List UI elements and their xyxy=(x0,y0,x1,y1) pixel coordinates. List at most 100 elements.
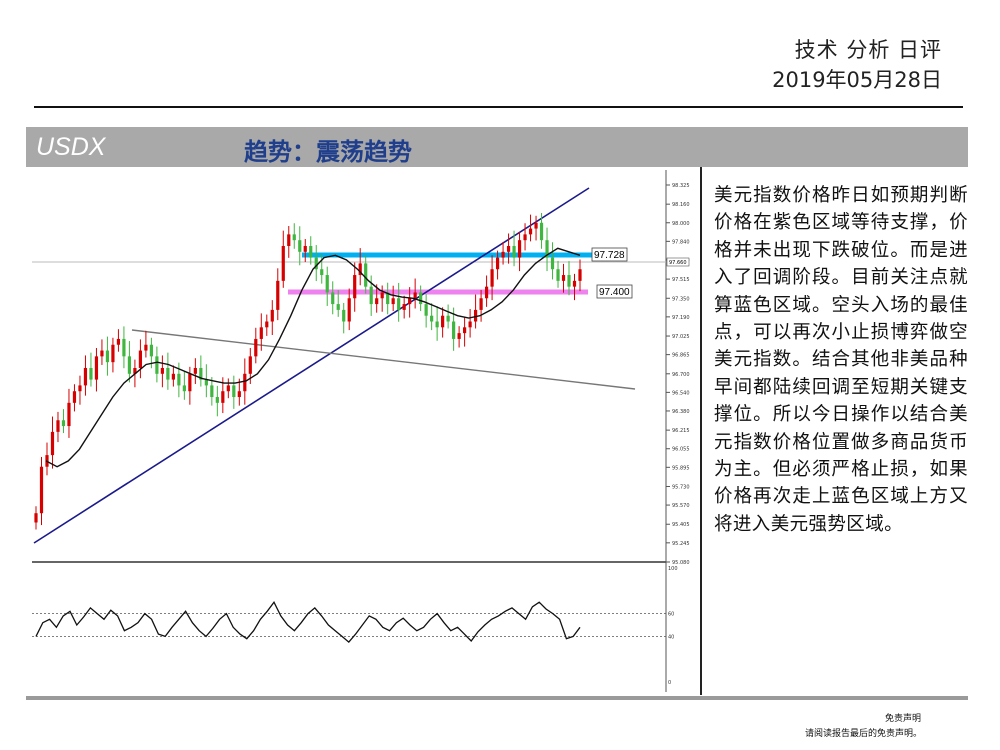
price-tick-label: 96.055 xyxy=(672,447,690,453)
oscillator-tick-label: 100 xyxy=(668,566,678,572)
instrument-symbol: USDX xyxy=(36,133,106,161)
candle-body xyxy=(435,321,439,328)
candle-body xyxy=(248,356,252,374)
candle-body xyxy=(517,240,522,258)
candle-body xyxy=(188,373,192,392)
candle-body xyxy=(578,269,582,281)
candle-body xyxy=(226,385,230,392)
oscillator-tick-label: 40 xyxy=(668,634,674,640)
candle-body xyxy=(539,222,544,241)
support-level-box xyxy=(596,284,633,299)
candle-body xyxy=(325,275,329,293)
candle-body xyxy=(67,402,71,427)
candle-body xyxy=(336,304,340,310)
support-level-label: 97.400 xyxy=(599,287,630,298)
candle-body xyxy=(331,292,335,305)
candle-body xyxy=(276,280,280,310)
price-tick-label: 96.540 xyxy=(672,390,690,396)
price-tick-label: 95.245 xyxy=(672,541,690,547)
candle-body xyxy=(457,333,461,339)
candle-body xyxy=(221,391,225,403)
candle-body xyxy=(265,321,269,328)
candle-body xyxy=(550,257,555,270)
candle-body xyxy=(408,298,412,305)
candle-body xyxy=(419,292,423,305)
candle-body xyxy=(567,275,571,287)
candle-body xyxy=(133,367,137,374)
chart-canvas: 98.32598.16098.00097.84097.68097.51597.3… xyxy=(32,170,690,692)
candle-body xyxy=(254,338,258,357)
candle-body xyxy=(61,420,66,427)
support-zone-band xyxy=(288,289,588,295)
candle-body xyxy=(545,240,549,258)
candle-body xyxy=(490,269,494,287)
chart-text-divider xyxy=(700,167,702,695)
price-tick-label: 95.895 xyxy=(672,465,690,471)
candle-body xyxy=(83,367,88,386)
candle-body xyxy=(199,367,203,380)
candle-body xyxy=(358,263,362,276)
candle-body xyxy=(182,385,186,392)
candle-body xyxy=(495,257,500,270)
moving-average-line xyxy=(45,247,581,468)
candle-body xyxy=(89,367,93,380)
price-tick-label: 98.325 xyxy=(672,183,690,189)
candle-body xyxy=(193,367,197,374)
candle-body xyxy=(232,385,236,398)
resistance-level-box xyxy=(591,247,628,262)
candle-body xyxy=(314,257,318,270)
resistance-level-label: 97.728 xyxy=(594,250,625,261)
candle-body xyxy=(452,321,456,339)
candle-body xyxy=(369,286,373,305)
candle-body xyxy=(534,222,538,229)
candle-body xyxy=(215,397,219,403)
candle-body xyxy=(171,373,175,380)
analysis-commentary: 美元指数价格昨日如预期判断价格在紫色区域等待支撑，价格并未出现下跌破位。而是进入… xyxy=(714,185,968,535)
price-tick-label: 97.350 xyxy=(672,296,690,302)
candle-body xyxy=(468,321,472,328)
oscillator-tick-label: 60 xyxy=(668,612,674,618)
candle-body xyxy=(523,234,527,241)
price-tick-label: 98.160 xyxy=(672,202,690,208)
price-tick-label: 96.865 xyxy=(672,353,690,359)
oscillator-tick-label: 0 xyxy=(668,680,671,686)
report-title: 技术 分析 日评 xyxy=(794,38,942,62)
resistance-zone-band xyxy=(302,252,592,258)
candle-body xyxy=(424,304,428,316)
price-tick-label: 98.000 xyxy=(672,221,690,227)
candle-body xyxy=(237,391,241,398)
candle-body xyxy=(39,466,44,514)
price-tick-label: 95.730 xyxy=(672,484,690,490)
candle-body xyxy=(144,344,148,351)
price-tick-label: 96.700 xyxy=(672,372,690,378)
price-tick-label: 95.570 xyxy=(672,503,690,509)
candle-body xyxy=(402,304,406,310)
candle-body xyxy=(506,245,511,252)
candle-body xyxy=(473,309,478,322)
candle-body xyxy=(342,309,346,322)
candle-body xyxy=(572,280,577,287)
candle-body xyxy=(138,350,143,368)
candle-body xyxy=(512,245,516,258)
current-price-box xyxy=(666,257,690,267)
candle-body xyxy=(303,245,307,252)
candle-body xyxy=(34,513,38,523)
candle-body xyxy=(72,391,77,403)
candle-body xyxy=(78,385,82,392)
candle-body xyxy=(122,338,126,357)
candle-body xyxy=(56,420,60,432)
candle-body xyxy=(391,298,395,305)
candle-body xyxy=(105,350,110,363)
candle-body xyxy=(298,240,302,252)
price-chart[interactable]: 98.32598.16098.00097.84097.68097.51597.3… xyxy=(32,170,700,692)
disclaimer-title: 免责声明 xyxy=(885,714,922,724)
candle-body xyxy=(386,292,390,305)
candle-body xyxy=(149,344,153,357)
candle-body xyxy=(287,234,291,246)
candle-body xyxy=(210,385,214,398)
price-tick-label: 97.190 xyxy=(672,315,690,321)
candle-body xyxy=(430,315,434,322)
candle-body xyxy=(204,379,208,386)
candle-body xyxy=(413,292,417,299)
candle-body xyxy=(127,356,132,374)
